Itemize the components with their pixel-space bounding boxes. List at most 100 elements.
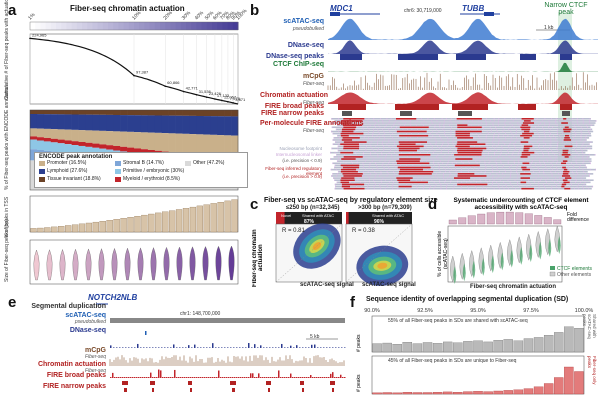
fiber-linker — [438, 134, 440, 137]
fiber-linker — [429, 187, 430, 190]
fiber-linker — [534, 181, 536, 184]
encode-stack-segment — [231, 135, 239, 160]
tss-bar — [148, 213, 155, 233]
fiber-linker — [412, 156, 414, 158]
fiber-linker — [336, 124, 338, 126]
fiber-linker — [362, 128, 364, 131]
fiber-linker — [582, 122, 584, 124]
fiber-linker — [582, 175, 584, 177]
fiber-linker — [543, 145, 545, 148]
fiber-linker — [362, 120, 364, 122]
fiber-linker — [341, 166, 343, 169]
fiber-linker — [373, 120, 375, 122]
fiber-linker — [556, 124, 558, 126]
fiber-linker — [582, 158, 584, 160]
fiber-linker — [590, 128, 591, 131]
cumulative-point — [227, 100, 229, 103]
fiber-linker — [374, 137, 376, 139]
fiber-fire-element — [343, 118, 365, 120]
fiber-linker — [472, 120, 473, 122]
dnase-signal — [308, 347, 310, 348]
panel-c-novel-left: Novel — [281, 213, 292, 218]
cumulative-value-label: 42,771 — [186, 86, 199, 91]
fiber-linker — [555, 158, 556, 160]
fiber-linker — [425, 122, 427, 124]
fiber-linker — [500, 162, 502, 165]
fiber-linker — [569, 143, 571, 145]
fiber-linker — [381, 181, 383, 184]
fiber-linker — [568, 160, 570, 162]
size-violin — [176, 246, 183, 281]
actuation-signal — [182, 377, 184, 378]
fiber-linker — [537, 132, 539, 135]
fiber-fire-element — [562, 175, 571, 177]
fiber-linker — [590, 124, 592, 126]
fiber-linker — [436, 132, 438, 135]
fiber-linker — [340, 162, 341, 165]
fire-broad-peak — [188, 381, 192, 385]
dnase-signal — [260, 345, 262, 348]
size-violin — [72, 248, 79, 281]
fiber-linker — [432, 134, 434, 137]
fiber-linker — [556, 166, 557, 169]
fiber-linker — [585, 124, 587, 126]
fiber-fire-element — [340, 132, 364, 135]
actuation-signal — [154, 377, 156, 378]
fiber-linker — [572, 173, 574, 175]
fiber-fire-element — [523, 137, 530, 139]
fiber-fire-element — [341, 158, 356, 160]
fiber-linker — [367, 120, 369, 122]
fiber-linker — [440, 183, 442, 186]
fiber-linker — [375, 126, 376, 129]
encode-legend-swatch — [39, 177, 45, 182]
fiber-linker — [441, 145, 442, 148]
fiber-linker — [589, 120, 590, 122]
e-track-label-6: FIRE narrow peaks — [42, 383, 106, 390]
percent-tick-label: 80% — [225, 10, 237, 22]
fiber-linker — [363, 137, 365, 139]
encode-stack-segment — [134, 132, 142, 149]
actuation-signal — [276, 377, 278, 378]
fiber-linker — [521, 130, 523, 133]
encode-legend-swatch — [115, 169, 121, 174]
track-peak-2 — [560, 54, 572, 60]
fiber-linker — [389, 149, 391, 152]
fiber-linker — [405, 187, 407, 190]
actuation-signal — [340, 374, 342, 378]
fiber-linker — [456, 122, 458, 124]
panel-d-label: d — [428, 196, 438, 213]
track-sublabel-4: Fiber-seq — [302, 81, 324, 87]
fiber-linker — [468, 160, 469, 162]
fiber-linker — [430, 143, 432, 145]
fiber-linker — [389, 160, 390, 162]
fiber-linker — [331, 118, 333, 120]
fiber-linker — [447, 149, 449, 152]
fiber-linker — [336, 181, 338, 184]
fiber-only-peaks-bar — [473, 391, 483, 395]
fiber-linker — [482, 158, 483, 160]
actuation-colorbar-cell — [92, 22, 99, 30]
cumulative-value-label: 3,871 — [235, 97, 246, 102]
fiber-linker — [384, 137, 386, 139]
dnase-signal — [188, 345, 190, 348]
fiber-fire-element — [564, 187, 571, 190]
fiber-linker — [498, 183, 500, 186]
tss-bar — [224, 200, 231, 233]
fiber-linker — [445, 179, 446, 181]
dnase-signal — [320, 347, 322, 348]
fiber-linker — [539, 158, 541, 160]
fiber-linker — [499, 170, 500, 173]
actuation-signal — [200, 377, 202, 378]
encode-stack-segment — [64, 110, 72, 115]
encode-stack-segment — [140, 110, 149, 116]
dnase-signal — [266, 347, 268, 348]
fiber-linker — [382, 177, 384, 179]
actuation-signal — [126, 377, 128, 378]
fiber-linker — [493, 134, 495, 137]
fiber-linker — [438, 124, 440, 126]
actuation-signal — [118, 377, 120, 378]
fiber-linker — [374, 151, 376, 154]
fiber-linker — [444, 154, 446, 156]
fiber-linker — [460, 187, 462, 190]
panel-c-shared-right: Shared with ATAC — [372, 213, 405, 218]
